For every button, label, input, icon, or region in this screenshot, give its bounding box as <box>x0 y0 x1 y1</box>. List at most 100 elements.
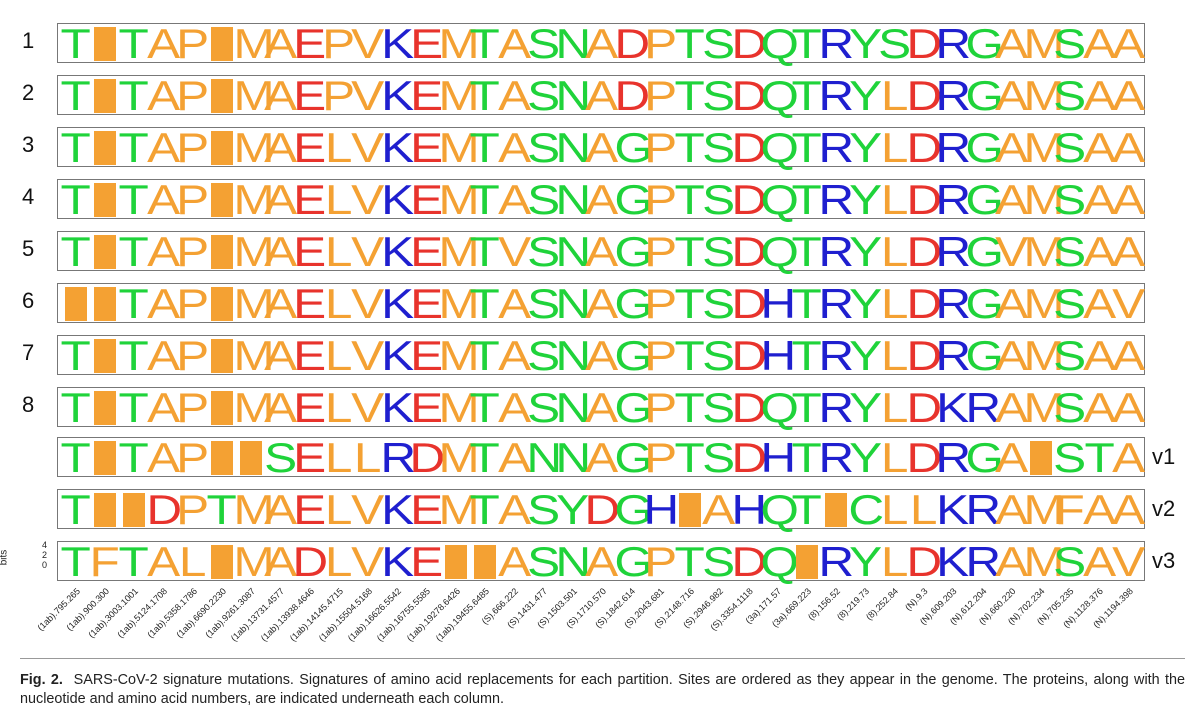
gap-block <box>210 235 233 269</box>
residue-letter: N <box>555 72 592 119</box>
residue-letter: P <box>176 384 210 431</box>
residue-letter: A <box>497 332 531 379</box>
residue-letter: Y <box>848 434 882 481</box>
residue-letter: S <box>526 72 561 119</box>
residue-letter: E <box>409 72 444 119</box>
residue-letter: G <box>613 486 653 533</box>
residue-letter: T <box>791 486 822 533</box>
residue-letter: P <box>176 332 210 379</box>
gap-block <box>210 131 233 165</box>
residue-letter: T <box>60 124 91 171</box>
residue-letter: A <box>1111 486 1145 533</box>
residue-letter: P <box>643 124 678 171</box>
gap-block <box>93 493 116 527</box>
residue-letter: Y <box>848 20 882 67</box>
residue-letter: H <box>760 434 797 481</box>
residue-letter: T <box>206 486 237 533</box>
residue-letter: R <box>818 20 855 67</box>
residue-letter: Y <box>848 72 882 119</box>
residue-letter: A <box>146 228 180 275</box>
residue-letter: L <box>325 486 353 533</box>
site-label: (1ab).14145.4715 <box>287 586 345 644</box>
residue-letter: S <box>877 20 911 67</box>
residue-letter: E <box>293 486 327 533</box>
residue-letter: G <box>613 434 653 481</box>
residue-letter: A <box>585 72 619 119</box>
residue-letter: F <box>1054 486 1086 533</box>
residue-letter: E <box>293 280 327 327</box>
residue-letter: A <box>585 538 619 585</box>
residue-letter: E <box>293 434 327 481</box>
residue-letter: V <box>1111 538 1145 585</box>
residue-letter: L <box>325 434 353 481</box>
residue-letter: T <box>791 228 822 275</box>
residue-letter: L <box>325 176 353 223</box>
residue-letter: P <box>176 486 210 533</box>
residue-letter: T <box>60 332 91 379</box>
residue-letter: E <box>409 176 444 223</box>
residue-letter: T <box>791 280 822 327</box>
residue-letter: D <box>730 384 767 431</box>
residue-letter: V <box>351 538 385 585</box>
residue-letter: A <box>1082 228 1116 275</box>
residue-letter: A <box>1082 72 1116 119</box>
gap-block <box>210 339 233 373</box>
residue-letter: N <box>555 124 592 171</box>
residue-letter: A <box>497 124 531 171</box>
residue-letter: S <box>702 20 736 67</box>
residue-letter: L <box>325 280 353 327</box>
residue-letter: A <box>1111 176 1145 223</box>
figure-caption: Fig. 2. SARS-CoV-2 signature mutations. … <box>20 671 1185 709</box>
residue-letter: A <box>497 280 531 327</box>
residue-letter: G <box>964 228 1004 275</box>
residue-letter: T <box>60 72 91 119</box>
residue-letter: D <box>730 538 767 585</box>
residue-letter: T <box>791 20 822 67</box>
residue-letter: P <box>643 332 678 379</box>
residue-letter: G <box>964 72 1004 119</box>
residue-letter: D <box>730 434 767 481</box>
residue-letter: D <box>146 486 182 533</box>
residue-letter: A <box>994 176 1028 223</box>
residue-letter: T <box>674 176 705 223</box>
residue-letter: E <box>293 332 327 379</box>
residue-letter: P <box>643 228 678 275</box>
residue-letter: G <box>964 124 1004 171</box>
residue-letter: T <box>118 280 150 327</box>
residue-letter: R <box>935 434 972 481</box>
gap-block <box>93 27 116 61</box>
residue-letter: M <box>1023 538 1065 585</box>
residue-letter: S <box>1053 280 1087 327</box>
residue-letter: R <box>935 228 972 275</box>
residue-letter: S <box>1053 434 1087 481</box>
residue-letter: Y <box>556 486 590 533</box>
residue-letter: A <box>994 280 1028 327</box>
residue-letter: T <box>118 228 150 275</box>
residue-letter: T <box>1083 434 1115 481</box>
residue-letter: G <box>613 176 653 223</box>
residue-letter: Q <box>760 124 799 171</box>
residue-letter: N <box>555 384 592 431</box>
gap-block <box>444 545 467 579</box>
residue-letter: K <box>380 176 414 223</box>
caption-text: SARS-CoV-2 signature mutations. Signatur… <box>20 672 1186 707</box>
residue-letter: R <box>818 332 855 379</box>
residue-letter: R <box>818 176 855 223</box>
residue-letter: T <box>791 124 822 171</box>
gap-block <box>210 27 233 61</box>
residue-letter: S <box>702 384 736 431</box>
residue-letter: A <box>263 176 297 223</box>
residue-letter: A <box>146 20 180 67</box>
residue-letter: T <box>60 486 91 533</box>
row-number: 3 <box>22 132 35 157</box>
residue-letter: S <box>526 176 561 223</box>
residue-letter: T <box>60 538 91 585</box>
residue-letter: Y <box>848 332 882 379</box>
residue-letter: A <box>1111 20 1145 67</box>
residue-letter: R <box>964 384 1001 431</box>
gap-block <box>93 339 116 373</box>
residue-letter: T <box>674 124 705 171</box>
residue-letter: T <box>674 228 705 275</box>
residue-letter: H <box>730 486 767 533</box>
